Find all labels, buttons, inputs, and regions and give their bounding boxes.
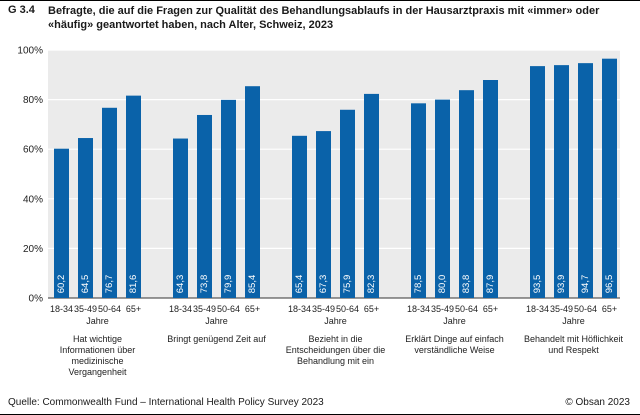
x-tick-label: 18-34 [407, 304, 430, 314]
x-tick-label: 50-64 [98, 304, 121, 314]
bar [102, 107, 117, 298]
bar-value-label: 87,9 [485, 275, 496, 294]
x-tick-label: 65+ [364, 304, 379, 314]
bar [54, 148, 69, 298]
x-tick-label: 50-64 [574, 304, 597, 314]
group-label: Bezieht in die [308, 334, 362, 344]
bar [578, 63, 593, 299]
y-tick-label: 80% [23, 95, 43, 106]
bar [78, 138, 93, 298]
bar [221, 99, 236, 299]
bar-value-label: 64,3 [175, 275, 186, 294]
bar [340, 109, 355, 298]
y-tick-label: 60% [23, 145, 43, 156]
bar-value-label: 80,0 [437, 275, 448, 294]
copyright-note: © Obsan 2023 [565, 397, 630, 408]
age-unit-label: Jahre [324, 316, 347, 326]
bar-chart: 0% 20% 40% 60% 80% 100% 60,2 64,5 76,7 81,6 64,3 7… [17, 46, 624, 378]
x-tick-label: 65+ [602, 304, 617, 314]
bar-value-label: 64,5 [80, 275, 91, 294]
x-tick-label: 65+ [483, 304, 498, 314]
source-note: Quelle: Commonwealth Fund – Internationa… [8, 397, 324, 408]
bar [173, 138, 188, 298]
bar-value-label: 93,9 [556, 275, 567, 294]
group-label: Vergangenheit [68, 367, 127, 377]
bar-value-label: 79,9 [223, 275, 234, 294]
group-label: Informationen über [60, 345, 136, 355]
x-tick-label: 50-64 [217, 304, 240, 314]
group-label: Erklärt Dinge auf einfach [405, 334, 504, 344]
bar [554, 65, 569, 299]
figure-number: G 3.4 [8, 4, 35, 16]
bar-value-label: 93,5 [532, 275, 543, 294]
bar [316, 131, 331, 298]
x-tick-label: 35-49 [74, 304, 97, 314]
group-label: Behandlung mit ein [297, 356, 374, 366]
figure-title: Befragte, die auf die Fragen zur Qualitä… [48, 5, 600, 31]
age-unit-label: Jahre [562, 316, 585, 326]
group-label: Behandelt mit Höflichkeit [524, 334, 624, 344]
bar [530, 66, 545, 299]
bar-value-label: 82,3 [366, 275, 377, 294]
bar-value-label: 67,3 [318, 275, 329, 294]
bar-value-label: 73,8 [199, 275, 210, 294]
x-tick-label: 35-49 [431, 304, 454, 314]
group-label: medizinische [71, 356, 123, 366]
bar [292, 135, 307, 298]
x-tick-label: 18-34 [288, 304, 311, 314]
age-unit-label: Jahre [443, 316, 466, 326]
y-tick-label: 0% [29, 294, 44, 305]
age-unit-label: Jahre [86, 316, 109, 326]
bar [364, 93, 379, 299]
bar-value-label: 83,8 [461, 275, 472, 294]
bar-value-label: 94,7 [580, 275, 591, 294]
plot-background [48, 50, 620, 298]
x-tick-label: 50-64 [336, 304, 359, 314]
age-unit-label: Jahre [205, 316, 228, 326]
x-tick-label: 18-34 [169, 304, 192, 314]
bar-value-label: 65,4 [294, 275, 305, 294]
bar [197, 114, 212, 298]
group-label: verständliche Weise [414, 345, 494, 355]
x-tick-label: 18-34 [526, 304, 549, 314]
y-tick-label: 100% [17, 46, 43, 57]
x-tick-label: 35-49 [312, 304, 335, 314]
bar-value-label: 78,5 [413, 275, 424, 294]
x-tick-label: 35-49 [550, 304, 573, 314]
group-label: Hat wichtige [73, 334, 122, 344]
x-tick-label: 65+ [245, 304, 260, 314]
bar-value-label: 85,4 [247, 275, 258, 294]
bar-value-label: 75,9 [342, 275, 353, 294]
bar [435, 99, 450, 298]
bar-value-label: 96,5 [604, 275, 615, 294]
x-tick-label: 65+ [126, 304, 141, 314]
bar [411, 103, 426, 298]
group-label: und Respekt [548, 345, 599, 355]
bar-value-label: 60,2 [56, 275, 67, 294]
bar-value-label: 81,6 [128, 275, 139, 294]
bar [126, 95, 141, 298]
bar [483, 80, 498, 299]
bar [602, 58, 617, 299]
y-tick-label: 40% [23, 194, 43, 205]
bar [459, 90, 474, 299]
group-label: Bringt genügend Zeit auf [167, 334, 266, 344]
bar-value-label: 76,7 [104, 275, 115, 294]
x-tick-label: 35-49 [193, 304, 216, 314]
x-tick-label: 50-64 [455, 304, 478, 314]
bar [245, 86, 260, 298]
x-tick-label: 18-34 [50, 304, 73, 314]
y-tick-label: 20% [23, 244, 43, 255]
group-label: Entscheidungen über die [286, 345, 386, 355]
